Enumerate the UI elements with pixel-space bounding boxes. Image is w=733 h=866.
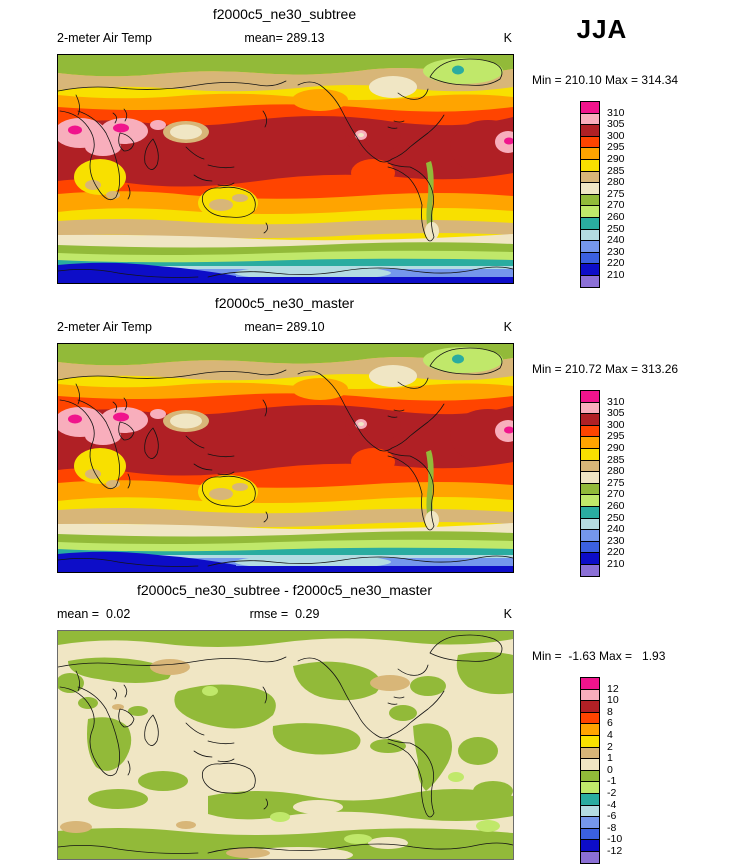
mean-value: mean= 289.13 xyxy=(244,31,325,45)
colorbar-tick-label: 295 xyxy=(607,141,625,154)
colorbar-cells xyxy=(580,390,600,577)
colorbar-tick-label: 220 xyxy=(607,257,625,270)
colorbar-cells xyxy=(580,101,600,288)
colorbar-tick-label: -2 xyxy=(607,787,617,799)
colorbar-tick-label: 230 xyxy=(607,245,625,258)
minmax-label: Min = 210.10 Max = 314.34 xyxy=(532,73,679,87)
colorbar-labels: 12 10 8 6 4 2 1 0 -1 -2 -4 -6 -8 -10 -12 xyxy=(607,677,651,866)
colorbar-tick-label: 310 xyxy=(607,395,625,408)
colorbar-tick-label: 290 xyxy=(607,442,625,454)
panel-title: f2000c5_ne30_master xyxy=(214,295,355,311)
colorbar-tick-label: 220 xyxy=(607,546,625,559)
colorbar-tick-label: 0 xyxy=(607,763,613,776)
colorbar-tick-label: 270 xyxy=(607,488,625,501)
colorbar-tick-label: -10 xyxy=(607,833,623,846)
mean-value: mean= 289.10 xyxy=(244,320,325,334)
colorbar-tick-label: 305 xyxy=(607,407,625,420)
colorbar-tick-label: 10 xyxy=(607,694,619,707)
variable-label: 2-meter Air Temp xyxy=(57,320,152,334)
colorbar-tick-label: 285 xyxy=(607,453,625,466)
panel-master: f2000c5_ne30_master 2-meter Air Temp mea… xyxy=(0,289,733,578)
temperature-map-subtree xyxy=(57,54,514,284)
colorbar-tick-label: 4 xyxy=(607,729,613,741)
colorbar-tick-label: 1 xyxy=(607,752,613,765)
unit-label: K xyxy=(503,607,512,621)
colorbar-tick-label: 210 xyxy=(607,269,625,281)
colorbar-cell xyxy=(580,274,600,288)
mean-value: mean = 0.02 xyxy=(57,607,131,621)
colorbar-tick-label: 2 xyxy=(607,740,613,753)
colorbar-cell xyxy=(580,850,600,864)
colorbar: 310 305 300 295 290 285 280 275 270 260 250 240 230 2… xyxy=(580,390,655,580)
variable-label: 2-meter Air Temp xyxy=(57,31,152,45)
panel-difference: f2000c5_ne30_subtree - f2000c5_ne30_mast… xyxy=(0,576,733,865)
colorbar-tick-label: 12 xyxy=(607,682,619,695)
colorbar-tick-label: 250 xyxy=(607,222,625,235)
colorbar-tick-label: 300 xyxy=(607,129,625,142)
colorbar-tick-label: 8 xyxy=(607,705,613,718)
colorbar-tick-label: 295 xyxy=(607,430,625,443)
temperature-map-master xyxy=(57,343,514,573)
colorbar-tick-label: 240 xyxy=(607,234,625,247)
colorbar-tick-label: 275 xyxy=(607,187,625,200)
colorbar-labels: 310 305 300 295 290 285 280 275 270 260 250 240 230 2… xyxy=(607,390,651,580)
colorbar-tick-label: 285 xyxy=(607,164,625,177)
colorbar-tick-label: -4 xyxy=(607,798,617,811)
unit-label: K xyxy=(503,31,512,45)
colorbar-tick-label: 210 xyxy=(607,558,625,570)
colorbar-tick-label: 305 xyxy=(607,118,625,131)
colorbar-tick-label: -8 xyxy=(607,821,617,834)
minmax-label: Min = -1.63 Max = 1.93 xyxy=(532,649,666,663)
colorbar-tick-label: 310 xyxy=(607,106,625,119)
colorbar-tick-label: 230 xyxy=(607,534,625,547)
colorbar-tick-label: 275 xyxy=(607,476,625,489)
rmse-value: rmse = 0.29 xyxy=(249,607,320,621)
colorbar-tick-label: -1 xyxy=(607,775,617,788)
colorbar-tick-label: 280 xyxy=(607,176,625,189)
colorbar-tick-label: 240 xyxy=(607,523,625,536)
season-label: JJA xyxy=(576,14,628,44)
colorbar-tick-label: 6 xyxy=(607,717,613,730)
colorbar: 310 305 300 295 290 285 280 275 270 260 250 240 230 2… xyxy=(580,101,655,291)
colorbar-tick-label: 270 xyxy=(607,199,625,212)
unit-label: K xyxy=(503,320,512,334)
colorbar-tick-label: -12 xyxy=(607,845,623,857)
colorbar-tick-label: 260 xyxy=(607,500,625,512)
colorbar-tick-label: 280 xyxy=(607,465,625,478)
minmax-label: Min = 210.72 Max = 313.26 xyxy=(532,362,679,376)
colorbar-tick-label: 250 xyxy=(607,511,625,524)
colorbar: 12 10 8 6 4 2 1 0 -1 -2 -4 -6 -8 -10 -12 xyxy=(580,677,655,866)
colorbar-tick-label: 300 xyxy=(607,418,625,431)
panel-subtree: f2000c5_ne30_subtree 2-meter Air Temp me… xyxy=(0,0,733,289)
panel-title: f2000c5_ne30_subtree - f2000c5_ne30_mast… xyxy=(137,582,432,598)
colorbar-cell xyxy=(580,563,600,577)
difference-map xyxy=(57,630,514,860)
colorbar-tick-label: 290 xyxy=(607,153,625,165)
colorbar-labels: 310 305 300 295 290 285 280 275 270 260 250 240 230 2… xyxy=(607,101,651,291)
colorbar-tick-label: 260 xyxy=(607,211,625,223)
panel-title: f2000c5_ne30_subtree xyxy=(212,6,357,22)
colorbar-tick-label: -6 xyxy=(607,810,617,823)
colorbar-cells xyxy=(580,677,600,864)
